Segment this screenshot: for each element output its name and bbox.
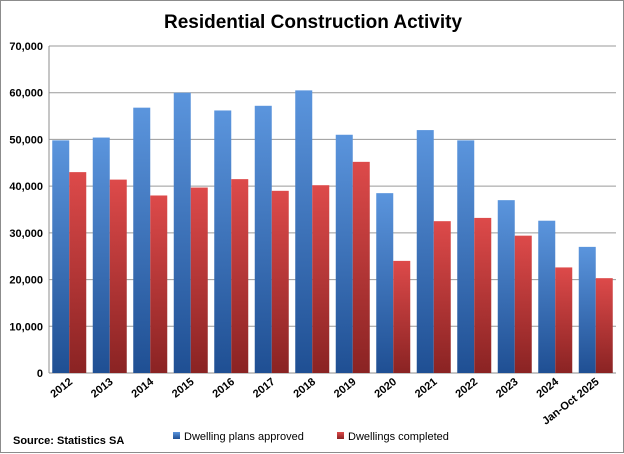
bar-plans-approved xyxy=(214,110,232,374)
bar-dwellings-completed xyxy=(514,235,532,373)
bar-dwellings-completed xyxy=(474,217,492,373)
bar-plans-approved xyxy=(416,130,434,373)
bar-plans-approved xyxy=(335,134,353,373)
bar-plans-approved xyxy=(376,193,394,373)
bar-dwellings-completed xyxy=(352,161,370,373)
legend-label-plans-approved: Dwelling plans approved xyxy=(184,431,304,443)
y-tick-label: 60,000 xyxy=(9,88,43,100)
y-tick-label: 50,000 xyxy=(9,134,43,146)
y-tick-label: 40,000 xyxy=(9,181,43,193)
bar-plans-approved xyxy=(538,220,556,373)
bar-dwellings-completed xyxy=(69,172,87,373)
y-tick-label: 20,000 xyxy=(9,275,43,287)
x-tick-label: 2013 xyxy=(89,376,116,401)
legend: Dwelling plans approved Dwellings comple… xyxy=(173,431,449,443)
x-tick-label: 2016 xyxy=(210,376,237,401)
x-tick-label: 2012 xyxy=(48,376,75,401)
x-tick-label: 2021 xyxy=(413,376,440,401)
x-tick-label: 2015 xyxy=(170,376,197,401)
bar-plans-approved xyxy=(578,246,596,373)
bars xyxy=(52,90,613,374)
y-tick-label: 10,000 xyxy=(9,321,43,333)
bar-plans-approved xyxy=(254,105,272,374)
x-tick-label: 2017 xyxy=(251,376,278,401)
bar-dwellings-completed xyxy=(190,187,208,373)
x-tick-label: 2018 xyxy=(291,376,318,401)
bar-dwellings-completed xyxy=(433,221,451,373)
bar-plans-approved xyxy=(133,107,151,374)
bar-plans-approved xyxy=(92,137,110,373)
bar-plans-approved xyxy=(52,140,70,373)
bar-dwellings-completed xyxy=(150,195,168,373)
bar-plans-approved xyxy=(457,140,475,373)
bar-plans-approved xyxy=(295,90,313,373)
bar-plans-approved xyxy=(497,200,515,373)
y-tick-label: 0 xyxy=(37,368,43,380)
x-tick-label: 2022 xyxy=(453,376,480,401)
x-tick-label: 2014 xyxy=(129,375,156,400)
y-axis-ticks: 0 10,000 20,000 30,000 40,000 50,000 60,000 70,… xyxy=(9,41,43,380)
chart-title: Residential Construction Activity xyxy=(164,12,462,33)
source-note: Source: Statistics SA xyxy=(13,435,124,447)
x-tick-label: 2023 xyxy=(494,376,521,401)
bar-dwellings-completed xyxy=(312,185,330,373)
x-tick-label: 2020 xyxy=(372,376,399,401)
legend-swatch-dwellings-completed xyxy=(337,432,344,439)
legend-swatch-plans-approved xyxy=(173,432,180,439)
bar-dwellings-completed xyxy=(595,278,613,373)
y-tick-label: 70,000 xyxy=(9,41,43,53)
legend-label-dwellings-completed: Dwellings completed xyxy=(348,431,449,443)
bar-dwellings-completed xyxy=(271,190,289,373)
bar-dwellings-completed xyxy=(393,260,411,373)
bar-plans-approved xyxy=(173,92,191,373)
y-tick-label: 30,000 xyxy=(9,228,43,240)
bar-dwellings-completed xyxy=(109,179,127,373)
bar-dwellings-completed xyxy=(231,179,249,373)
bar-dwellings-completed xyxy=(555,267,573,373)
x-axis-ticks: 2012 2013 2014 2015 2016 2017 2018 2019 2020 2021… xyxy=(48,375,601,427)
x-tick-label: 2024 xyxy=(534,375,561,400)
x-tick-label: 2019 xyxy=(332,376,359,401)
